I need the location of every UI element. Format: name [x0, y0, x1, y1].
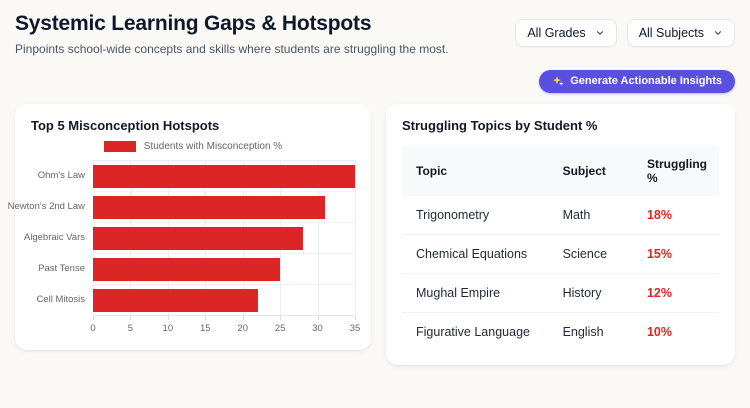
struggling-topics-table: Topic Subject Struggling % Trigonometry Mat… — [402, 146, 719, 351]
page-header: Systemic Learning Gaps & Hotspots Pinpoi… — [15, 12, 735, 56]
x-tick-label: 15 — [199, 323, 211, 334]
topic-cell: Trigonometry — [416, 208, 490, 222]
chevron-down-icon — [713, 28, 723, 38]
table-card-title: Struggling Topics by Student % — [402, 118, 598, 133]
plot-region — [93, 160, 356, 316]
table-row: Mughal Empire History 12% — [402, 273, 719, 313]
tick-mark — [355, 316, 356, 320]
tick-mark — [167, 316, 169, 320]
actions-row: Generate Actionable Insights — [15, 70, 735, 93]
tick-mark — [93, 316, 94, 320]
bar-row — [93, 223, 355, 254]
page-subtitle: Pinpoints school-wide concepts and skill… — [15, 42, 449, 56]
x-axis: 0 5 10 15 20 25 30 35 — [31, 316, 360, 336]
category-label: Ohm's Law — [37, 170, 85, 181]
category-label: Newton's 2nd Law — [7, 201, 85, 212]
subjects-select-value: All Subjects — [638, 26, 704, 40]
legend-swatch — [103, 141, 136, 152]
bar-row — [93, 161, 355, 192]
table-row: Chemical Equations Science 15% — [402, 234, 719, 274]
x-tick-label: 10 — [162, 323, 174, 334]
bar-cell-mitosis[interactable] — [93, 288, 258, 312]
column-header: Topic — [402, 146, 551, 196]
topic-cell: Mughal Empire — [402, 273, 551, 313]
grades-select-value: All Grades — [527, 26, 586, 40]
chart-card-title: Top 5 Misconception Hotspots — [31, 118, 220, 133]
tick-mark — [242, 316, 244, 320]
bar-row — [93, 192, 355, 223]
tick-mark — [317, 316, 319, 320]
generate-insights-label: Generate Actionable Insights — [570, 75, 722, 87]
y-axis-labels: Ohm's Law Newton's 2nd Law Algebraic Vars P… — [7, 160, 93, 316]
x-tick-label: 0 — [90, 323, 96, 334]
generate-insights-button[interactable]: Generate Actionable Insights — [539, 70, 735, 93]
x-tick-label: 30 — [312, 323, 323, 334]
page-title: Systemic Learning Gaps & Hotspots — [15, 12, 372, 35]
topic-cell: Chemical Equations — [402, 234, 551, 274]
tick-mark — [205, 316, 207, 320]
pct-cell: 18% — [646, 208, 673, 222]
bar-algebraic-vars[interactable] — [93, 226, 303, 250]
filter-bar: All Grades All Subjects — [515, 19, 735, 47]
category-label: Past Tense — [38, 263, 85, 274]
x-tick-label: 20 — [237, 323, 248, 334]
bar-row — [93, 254, 355, 285]
gridline — [317, 161, 319, 316]
table-row: Trigonometry Math 18% — [402, 196, 719, 235]
subject-cell: English — [550, 312, 635, 351]
subjects-select[interactable]: All Subjects — [626, 19, 735, 47]
tick-mark — [130, 316, 132, 320]
subject-cell: Math — [562, 208, 591, 222]
x-tick-label: 5 — [127, 323, 134, 334]
x-tick-label: 25 — [274, 323, 286, 334]
chart-legend[interactable]: Students with Misconception % — [31, 141, 355, 152]
x-axis-ticks: 0 5 10 15 20 25 30 35 — [90, 316, 360, 336]
table-row: Figurative Language English 10% — [402, 312, 719, 351]
sparkles-icon — [552, 75, 564, 87]
pct-cell: 12% — [634, 273, 719, 313]
pct-cell: 15% — [634, 234, 719, 274]
tick-mark — [280, 316, 282, 320]
category-label: Algebraic Vars — [23, 232, 85, 243]
grades-select[interactable]: All Grades — [515, 19, 617, 47]
gridline — [355, 161, 356, 316]
table-header: Topic Subject Struggling % — [402, 146, 719, 196]
title-block: Systemic Learning Gaps & Hotspots Pinpoi… — [15, 12, 449, 56]
legend-label: Students with Misconception % — [143, 141, 283, 152]
cards-row: Top 5 Misconception Hotspots Students wi… — [7, 104, 735, 365]
column-header: Struggling % — [634, 146, 719, 196]
subject-cell: History — [550, 273, 635, 313]
pct-cell: 10% — [634, 312, 719, 351]
dashboard-page: Systemic Learning Gaps & Hotspots Pinpoi… — [7, 12, 735, 365]
misconception-bar-chart: Students with Misconception % Ohm's Law N… — [7, 141, 360, 336]
bar-newton-s-2nd-law[interactable] — [93, 195, 326, 219]
x-tick-label: 35 — [349, 323, 361, 334]
topic-cell: Figurative Language — [402, 312, 551, 351]
category-label: Cell Mitosis — [36, 294, 85, 305]
misconception-hotspots-card: Top 5 Misconception Hotspots Students wi… — [7, 104, 371, 350]
column-header: Subject — [550, 146, 635, 196]
struggling-topics-card: Struggling Topics by Student % Topic Subj… — [386, 104, 735, 365]
chart-plot-area: Ohm's Law Newton's 2nd Law Algebraic Vars P… — [7, 160, 356, 316]
bar-past-tense[interactable] — [93, 257, 281, 281]
bar-row — [93, 285, 355, 316]
chevron-down-icon — [595, 28, 605, 38]
subject-cell: Science — [550, 234, 635, 274]
bar-ohm-s-law[interactable] — [93, 164, 355, 188]
